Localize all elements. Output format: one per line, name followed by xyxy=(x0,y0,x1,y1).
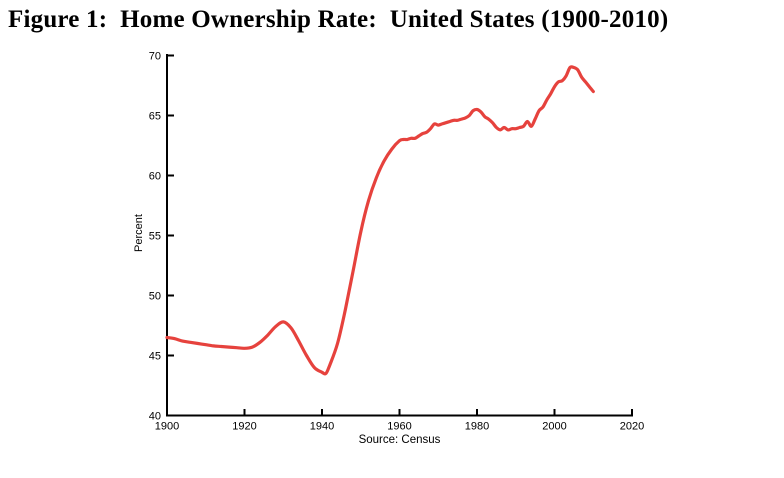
x-tick-label: 1960 xyxy=(387,421,411,433)
home-ownership-rate-line xyxy=(165,65,595,376)
y-tick-label: 45 xyxy=(149,351,161,363)
y-tick-label: 40 xyxy=(149,411,161,423)
y-tick-label: 70 xyxy=(149,51,161,63)
x-tick-label: 1940 xyxy=(310,421,334,433)
figure-title: Figure 1: Home Ownership Rate: United St… xyxy=(8,6,669,33)
x-tick-label: 1900 xyxy=(155,421,179,433)
y-tick-label: 60 xyxy=(149,171,161,183)
y-tick-label: 65 xyxy=(149,111,161,123)
x-tick-label: 2000 xyxy=(542,421,566,433)
x-tick-label: 2020 xyxy=(620,421,644,433)
x-tick-label: 1920 xyxy=(232,421,256,433)
y-tick-label: 55 xyxy=(149,231,161,243)
source-note: Source: Census xyxy=(358,434,441,446)
axes xyxy=(166,54,633,417)
y-axis-label: Percent xyxy=(133,214,145,252)
x-tick-label: 1980 xyxy=(465,421,489,433)
y-tick-label: 50 xyxy=(149,291,161,303)
